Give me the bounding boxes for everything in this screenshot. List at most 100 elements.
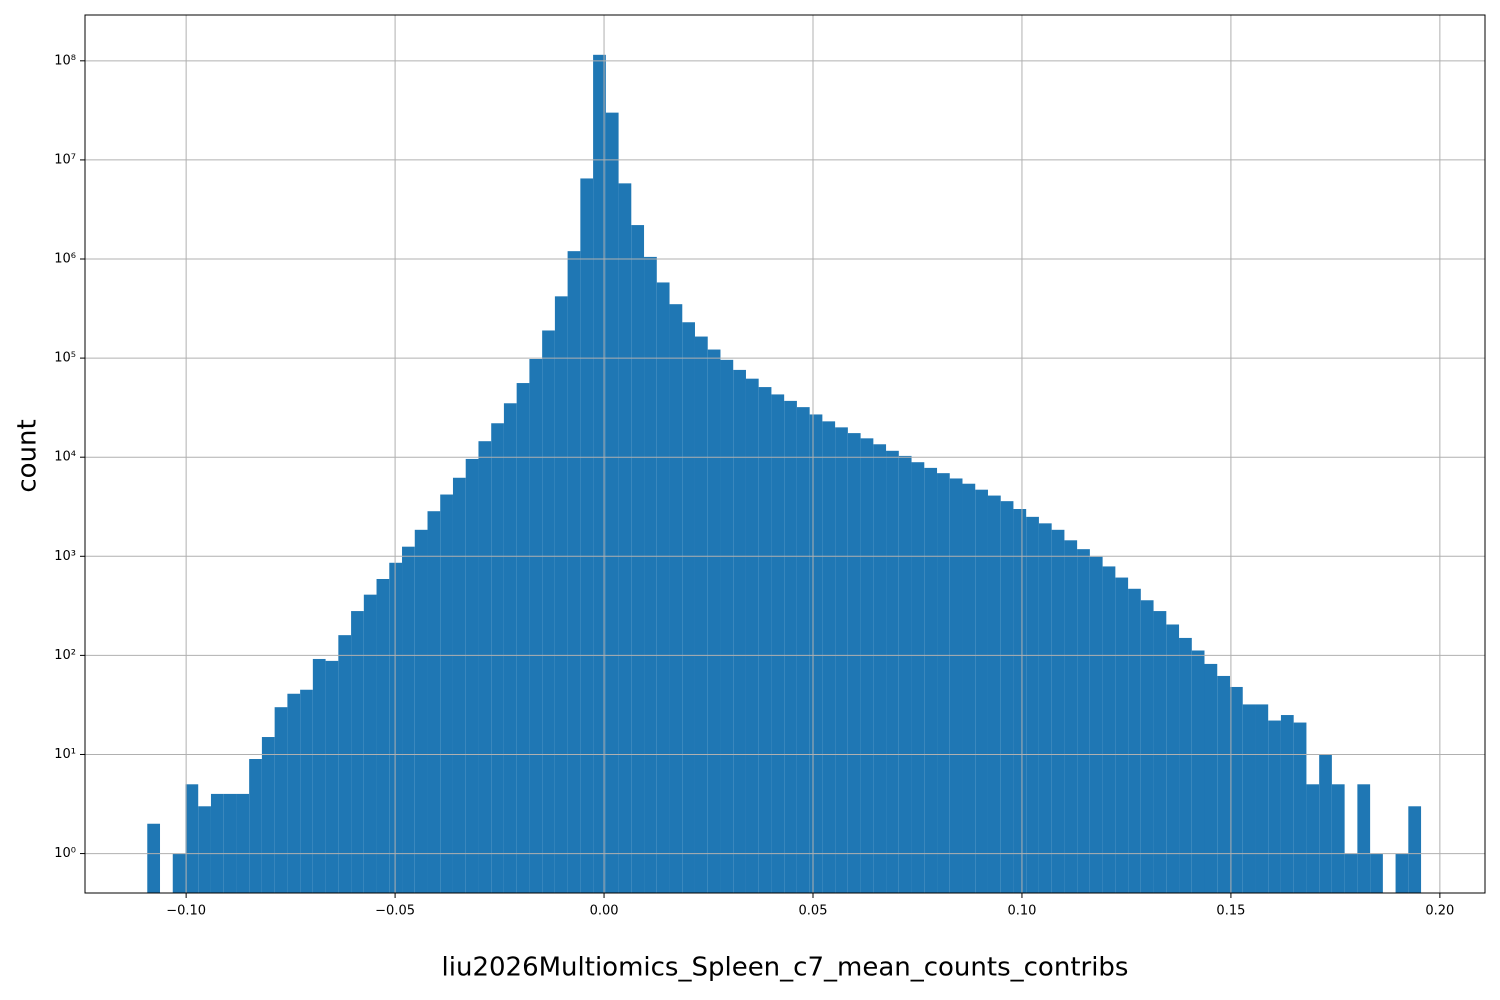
y-tick-label: 10²: [54, 648, 76, 663]
bar: [478, 441, 492, 893]
bar: [274, 707, 288, 893]
bar: [987, 495, 1001, 893]
bar: [414, 529, 428, 893]
bar: [924, 467, 938, 893]
bar: [452, 477, 466, 893]
bar: [1357, 784, 1371, 893]
bar: [1013, 509, 1027, 893]
y-tick-label: 10⁵: [54, 351, 76, 366]
bar: [771, 394, 785, 893]
bar: [784, 400, 797, 893]
x-tick-label: 0.05: [799, 904, 828, 919]
x-tick-label: 0.20: [1425, 904, 1454, 919]
bar: [147, 823, 161, 893]
bar: [593, 54, 606, 894]
bar: [542, 330, 555, 893]
bar: [567, 251, 581, 894]
bar: [287, 693, 301, 893]
bar: [1204, 663, 1218, 893]
bar: [1089, 556, 1103, 893]
bar: [1255, 704, 1269, 893]
bar: [1038, 523, 1052, 893]
bar: [1115, 577, 1129, 893]
bar: [440, 494, 453, 893]
bar: [1166, 624, 1180, 893]
bar: [312, 658, 326, 893]
y-tick-label: 10¹: [54, 747, 76, 762]
x-tick-label: 0.10: [1007, 904, 1036, 919]
bar: [1370, 853, 1383, 893]
y-tick-label: 10⁸: [54, 53, 76, 68]
bar: [223, 793, 237, 893]
bar: [402, 546, 415, 893]
y-tick-label: 10⁰: [54, 846, 76, 861]
bar: [1153, 611, 1167, 893]
plot-frame: [84, 14, 1486, 894]
bar: [682, 322, 695, 893]
y-tick-label: 10⁷: [54, 152, 76, 167]
y-tick-label: 10³: [54, 549, 76, 564]
bar: [491, 423, 504, 893]
bar: [822, 421, 836, 893]
bar: [886, 450, 899, 893]
bar: [1191, 650, 1205, 893]
bar: [503, 403, 517, 893]
bar: [300, 689, 313, 893]
bar: [796, 407, 810, 893]
bar: [1051, 529, 1065, 893]
bar: [1268, 720, 1281, 893]
bar: [898, 455, 912, 893]
bar: [1077, 549, 1090, 893]
bar: [198, 806, 211, 893]
bar: [185, 784, 199, 893]
bar: [172, 853, 186, 893]
y-tick-label: 10⁶: [54, 252, 76, 267]
bar: [656, 282, 670, 893]
bar: [236, 793, 250, 893]
bar: [554, 296, 568, 893]
bar: [338, 635, 352, 893]
y-axis-label: count: [13, 419, 43, 492]
bar: [1229, 686, 1243, 893]
bar: [758, 387, 772, 893]
bar: [860, 438, 874, 893]
bar: [1000, 501, 1014, 893]
bar: [1179, 637, 1192, 893]
bar: [210, 793, 224, 893]
bar: [325, 660, 339, 893]
bar: [644, 256, 657, 894]
bar: [707, 349, 721, 893]
x-tick-label: −0.10: [166, 904, 206, 919]
bar: [376, 578, 390, 893]
x-tick-label: −0.05: [375, 904, 415, 919]
bar: [1293, 722, 1307, 893]
bar: [1395, 853, 1409, 893]
bar: [465, 458, 479, 893]
bar: [351, 611, 364, 893]
bar: [1026, 516, 1039, 893]
bar: [733, 369, 746, 893]
bar: [618, 183, 632, 894]
bar: [1408, 806, 1422, 893]
bar: [1102, 566, 1116, 893]
bar: [694, 336, 708, 893]
bar: [389, 562, 403, 893]
bar: [580, 178, 594, 893]
y-tick-label: 10⁴: [54, 450, 76, 465]
bar: [847, 433, 861, 893]
bar: [631, 225, 645, 893]
bar: [261, 737, 275, 893]
x-axis-label: liu2026Multiomics_Spleen_c7_mean_counts_…: [442, 953, 1129, 983]
bar: [1128, 588, 1141, 893]
bar: [835, 427, 848, 893]
bar: [720, 359, 734, 894]
bar: [873, 444, 887, 893]
bar: [1280, 715, 1294, 893]
bar: [962, 483, 976, 893]
bar: [1344, 853, 1358, 893]
bar: [427, 511, 441, 893]
bar: [1306, 784, 1320, 893]
bar: [516, 383, 530, 893]
